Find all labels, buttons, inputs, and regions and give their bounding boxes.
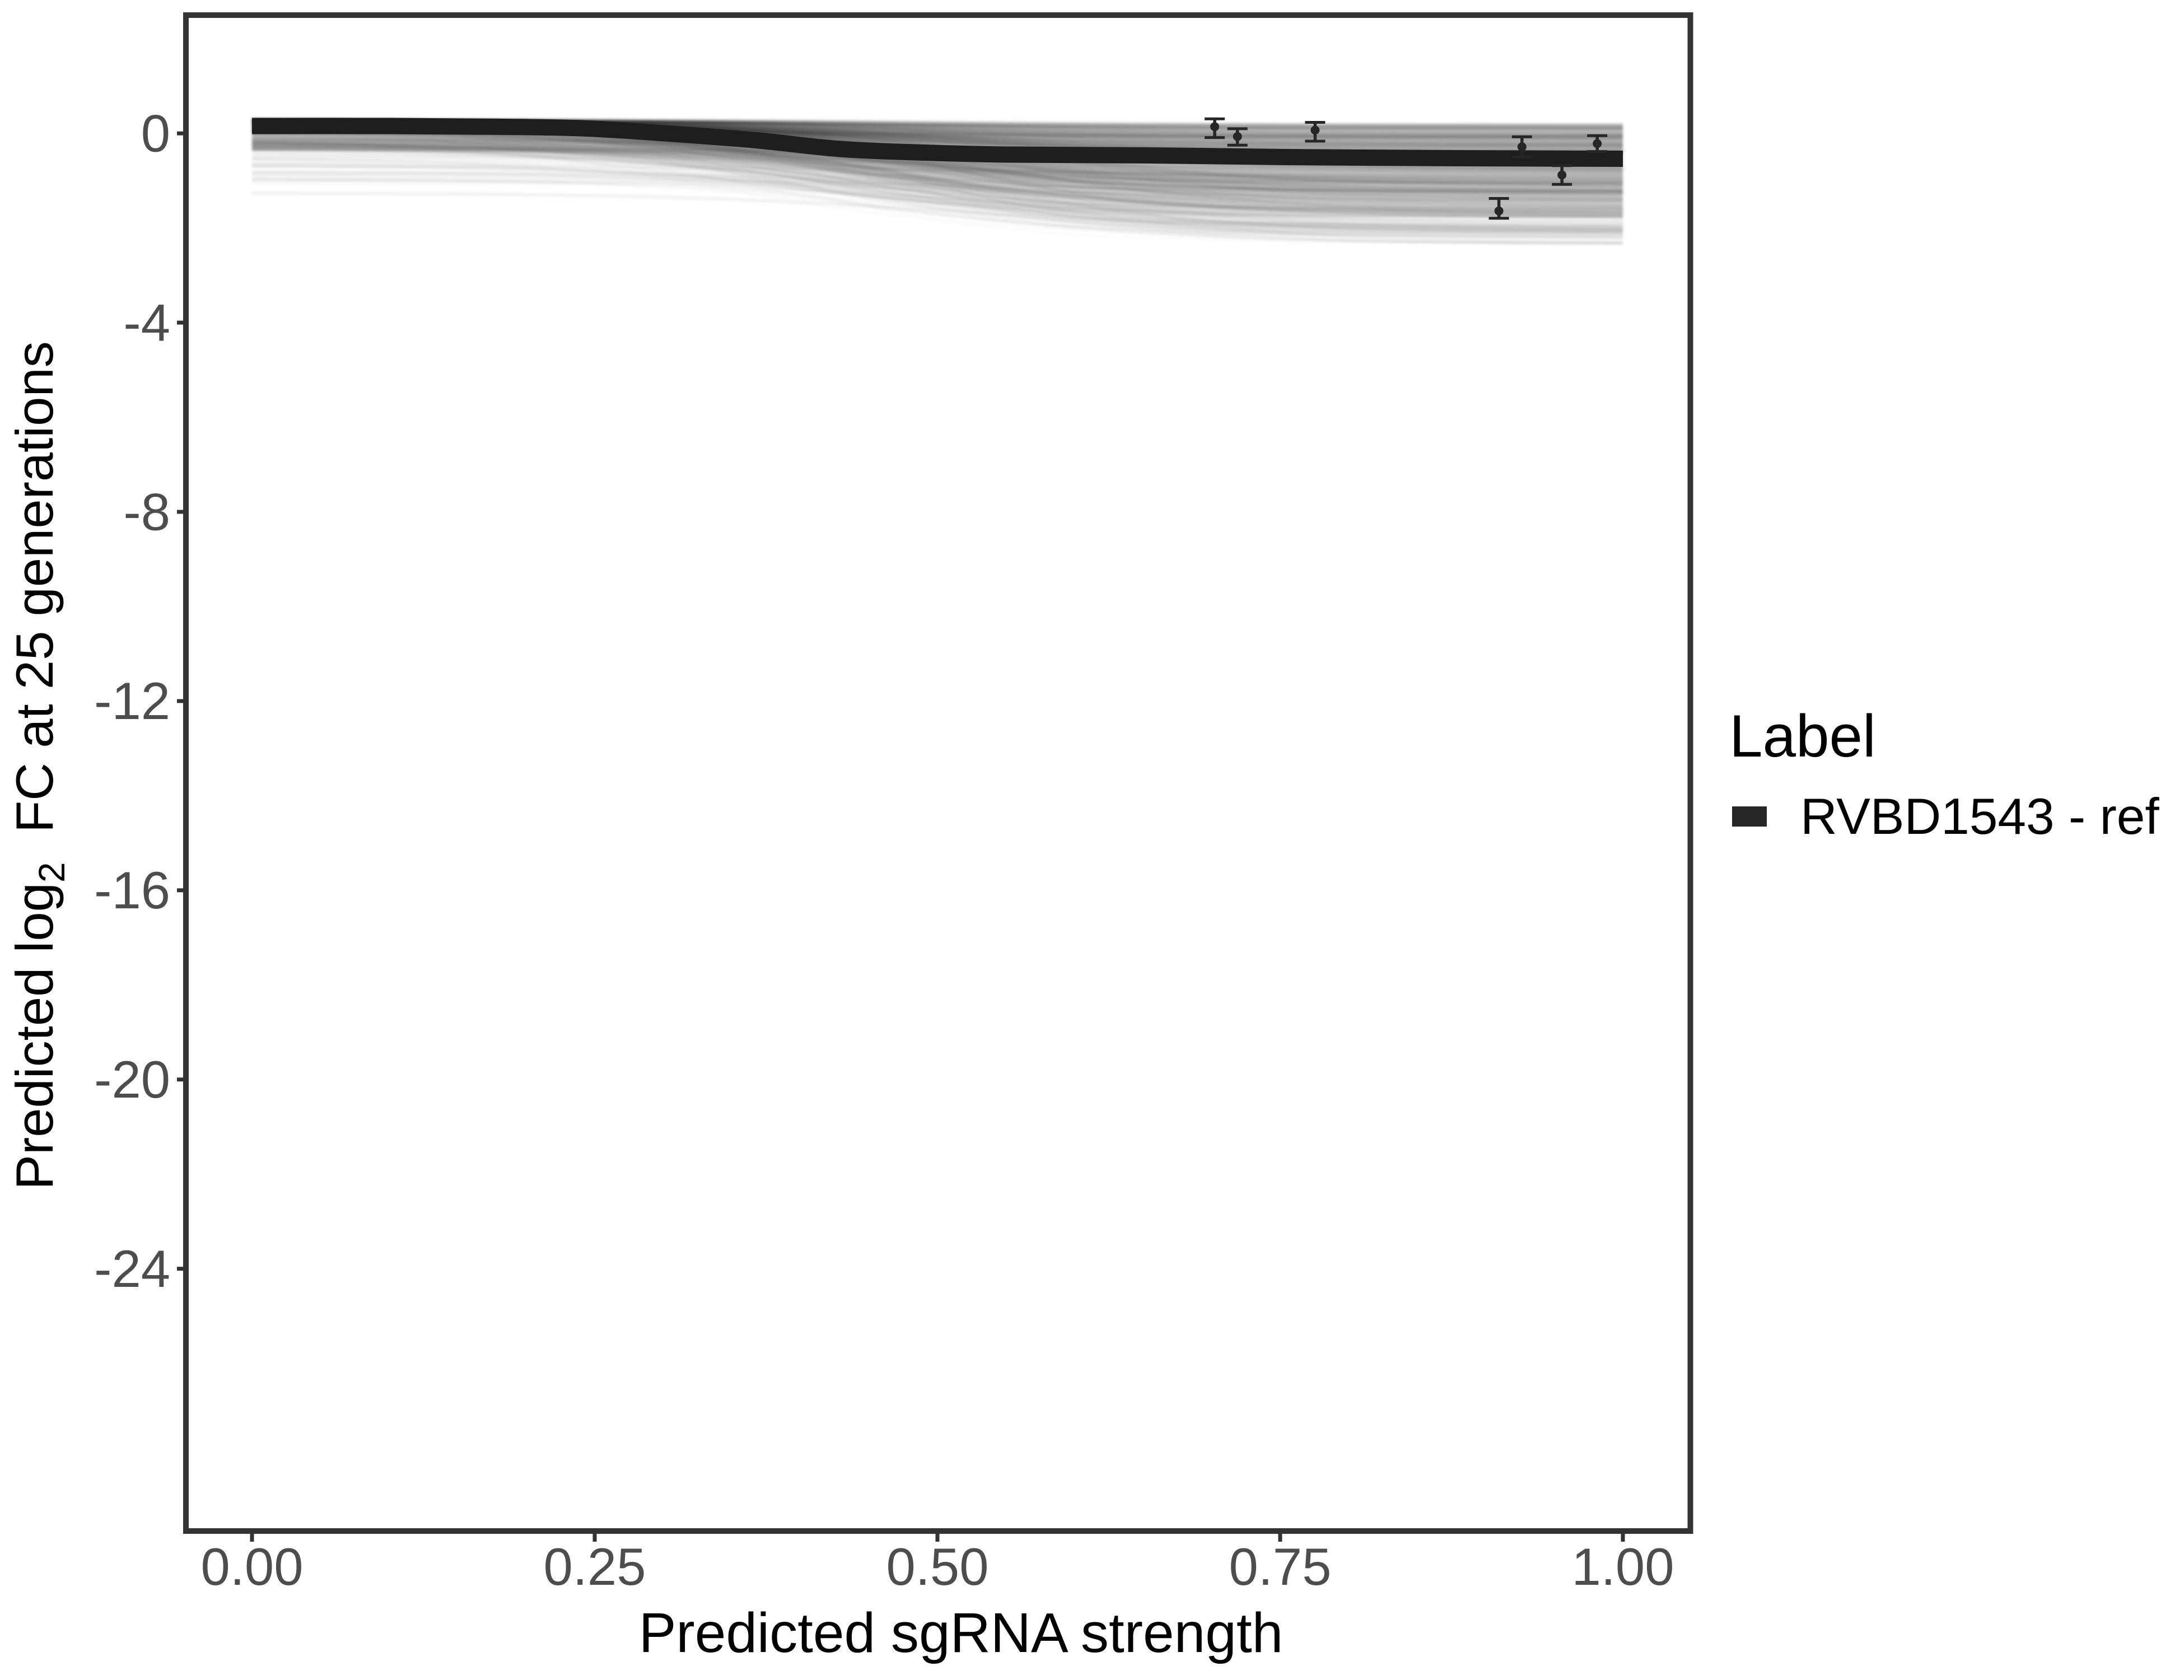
svg-text:-4: -4 [123,293,170,352]
svg-text:0: 0 [141,104,170,163]
svg-text:-24: -24 [94,1239,170,1298]
svg-text:-12: -12 [94,671,170,730]
svg-text:Label: Label [1729,702,1876,769]
svg-text:1.00: 1.00 [1572,1537,1674,1596]
svg-text:RVBD1543 - ref: RVBD1543 - ref [1800,788,2159,845]
svg-text:0.00: 0.00 [201,1537,304,1596]
svg-text:-20: -20 [94,1050,170,1109]
svg-text:0.75: 0.75 [1229,1537,1332,1596]
svg-text:Predicted log2 FC at 25 gener: Predicted log2 FC at 25 generations [5,341,72,1189]
svg-text:-8: -8 [123,482,170,541]
svg-text:Predicted sgRNA strength: Predicted sgRNA strength [639,1602,1284,1664]
svg-text:-16: -16 [94,861,170,920]
svg-text:0.25: 0.25 [544,1537,646,1596]
svg-text:0.50: 0.50 [886,1537,989,1596]
